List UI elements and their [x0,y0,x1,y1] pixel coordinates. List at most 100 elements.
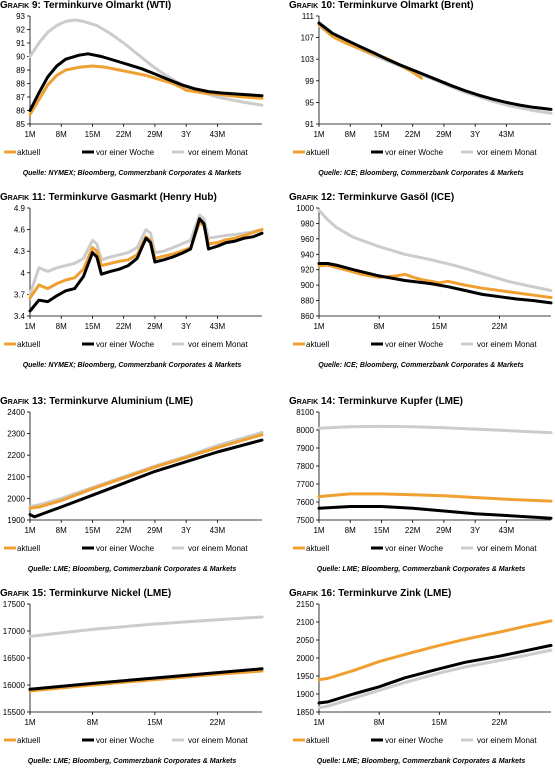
x-tick-label: 8M [374,322,385,331]
x-tick-label: 3Y [181,130,191,139]
x-tick-label: 43M [499,526,515,535]
x-tick-label: 15M [147,718,163,727]
chart-panel-brent: Grafik 10: Terminkurve Olmarkt (Brent) 9… [289,0,553,189]
y-tick-label: 900 [301,281,315,290]
y-tick-label: 99 [305,77,314,86]
series-line-monat [317,424,553,435]
series-line-monat [28,18,264,107]
x-tick-label: 22M [405,130,421,139]
series-line-woche [317,505,553,520]
x-tick-label: 8M [345,526,356,535]
source-note: Quelle: LME; Bloomberg, Commerzbank Corp… [27,566,237,573]
y-tick-label: 7900 [296,444,314,453]
panel-title-text: Terminkurve Nickel (LME) [49,588,172,599]
y-tick-label: 90 [16,53,25,62]
panel-title-prefix: Grafik 11: [0,192,46,203]
legend-label-woche: vor einer Woche [385,736,444,745]
panel-title-prefix: Grafik 13: [0,396,47,407]
series-line-aktuell [317,492,553,503]
legend-label-monat: vor einem Monat [188,148,248,157]
y-tick-label: 3.7 [14,290,26,299]
legend-label-monat: vor einem Monat [477,736,537,745]
panel-title: Grafik 9: Terminkurve Olmarkt (WTI) [0,0,264,14]
y-tick-label: 980 [301,219,315,228]
y-tick-label: 4 [21,269,26,278]
x-tick-label: 8M [345,130,356,139]
y-tick-label: 860 [301,312,315,321]
panel-title-text: Terminkurve Zink (LME) [338,588,452,599]
x-tick-label: 43M [210,526,226,535]
x-tick-label: 1M [313,718,324,727]
y-tick-label: 4.6 [14,226,26,235]
y-tick-label: 2100 [7,473,25,482]
legend-label-woche: vor einer Woche [385,148,444,157]
chart-svg: 1850 1900 1950 2000 2050 2100 2150 1M 8M 15M 22M ak… [293,600,553,745]
chart-panel-henry-hub: Grafik 11: Terminkurve Gasmarkt (Henry H… [0,192,264,381]
source-note: Quelle: ICE; Bloomberg, Commerzbank Corp… [318,362,524,369]
y-tick-label: 2000 [7,494,25,503]
series-line-aktuell [317,619,553,682]
panel-title: Grafik 14: Terminkurve Kupfer (LME) [289,396,553,410]
x-tick-label: 3Y [470,130,480,139]
panel-title: Grafik 10: Terminkurve Olmarkt (Brent) [289,0,553,14]
source-note: Quelle: LME; Bloomberg, Commerzbank Corp… [316,566,526,573]
panel-title-prefix: Grafik 10: [289,0,336,11]
series-line-monat [28,615,264,638]
x-tick-label: 43M [499,130,515,139]
panel-title-text: Terminkurve Gasöl (ICE) [338,192,455,203]
y-tick-label: 85 [16,120,25,129]
y-tick-label: 2100 [296,618,314,627]
source-note: Quelle: ICE; Bloomberg, Commerzbank Corp… [318,170,524,177]
legend-label-woche: vor einer Woche [96,340,155,349]
y-tick-label: 960 [301,235,315,244]
x-tick-label: 3Y [181,322,191,331]
legend-label-aktuell: aktuell [17,148,40,157]
panel-title-text: Terminkurve Olmarkt (Brent) [338,0,474,11]
series-line-woche [28,52,264,112]
source-note: Quelle: LME; Bloomberg, Commerzbank Corp… [27,758,237,765]
y-tick-label: 3.4 [14,312,26,321]
x-tick-label: 1M [24,322,35,331]
y-tick-label: 2050 [296,636,314,645]
y-tick-label: 103 [301,55,315,64]
series-line-monat [317,208,553,292]
y-tick-label: 4.3 [14,247,26,256]
y-tick-label: 8100 [296,408,314,417]
x-tick-label: 8M [56,526,67,535]
legend-label-woche: vor einer Woche [96,736,155,745]
chart-svg: 85 86 87 88 89 90 91 92 93 1M 8M 15M 22M 29M 3Y 43M aktu… [4,12,264,157]
x-tick-label: 29M [436,130,452,139]
chart-panel-aluminium: Grafik 13: Terminkurve Aluminium (LME) 1… [0,396,264,585]
chart-svg: 860 880 900 920 940 960 980 1000 1M 8M 15M 22M aktue… [293,204,553,349]
series-line-monat [317,24,553,115]
panel-title: Grafik 15: Terminkurve Nickel (LME) [0,588,264,602]
legend-label-aktuell: aktuell [306,736,329,745]
x-tick-label: 1M [24,130,35,139]
legend-label-monat: vor einem Monat [188,736,248,745]
series-line-monat [28,213,264,296]
y-tick-label: 880 [301,297,315,306]
x-tick-label: 22M [116,322,132,331]
panel-title: Grafik 11: Terminkurve Gasmarkt (Henry H… [0,192,264,206]
x-tick-label: 29M [147,322,163,331]
y-tick-label: 7800 [296,462,314,471]
y-tick-label: 92 [16,26,25,35]
x-tick-label: 22M [492,718,508,727]
chart-svg: 15500 16000 16500 17000 17500 1M 8M 15M 22M aktue… [3,600,264,745]
legend-label-woche: vor einer Woche [385,340,444,349]
x-tick-label: 1M [24,718,35,727]
y-tick-label: 2000 [296,654,314,663]
y-tick-label: 111 [302,12,315,21]
y-tick-label: 2200 [7,451,25,460]
x-tick-label: 22M [492,322,508,331]
x-tick-label: 15M [85,130,101,139]
y-tick-label: 88 [16,80,25,89]
series-line-aktuell [317,263,553,299]
x-tick-label: 43M [210,322,226,331]
y-tick-label: 17500 [3,600,26,609]
x-tick-label: 29M [147,130,163,139]
y-tick-label: 95 [305,98,314,107]
y-tick-label: 920 [301,266,315,275]
x-tick-label: 8M [87,718,98,727]
y-tick-label: 8000 [296,426,314,435]
